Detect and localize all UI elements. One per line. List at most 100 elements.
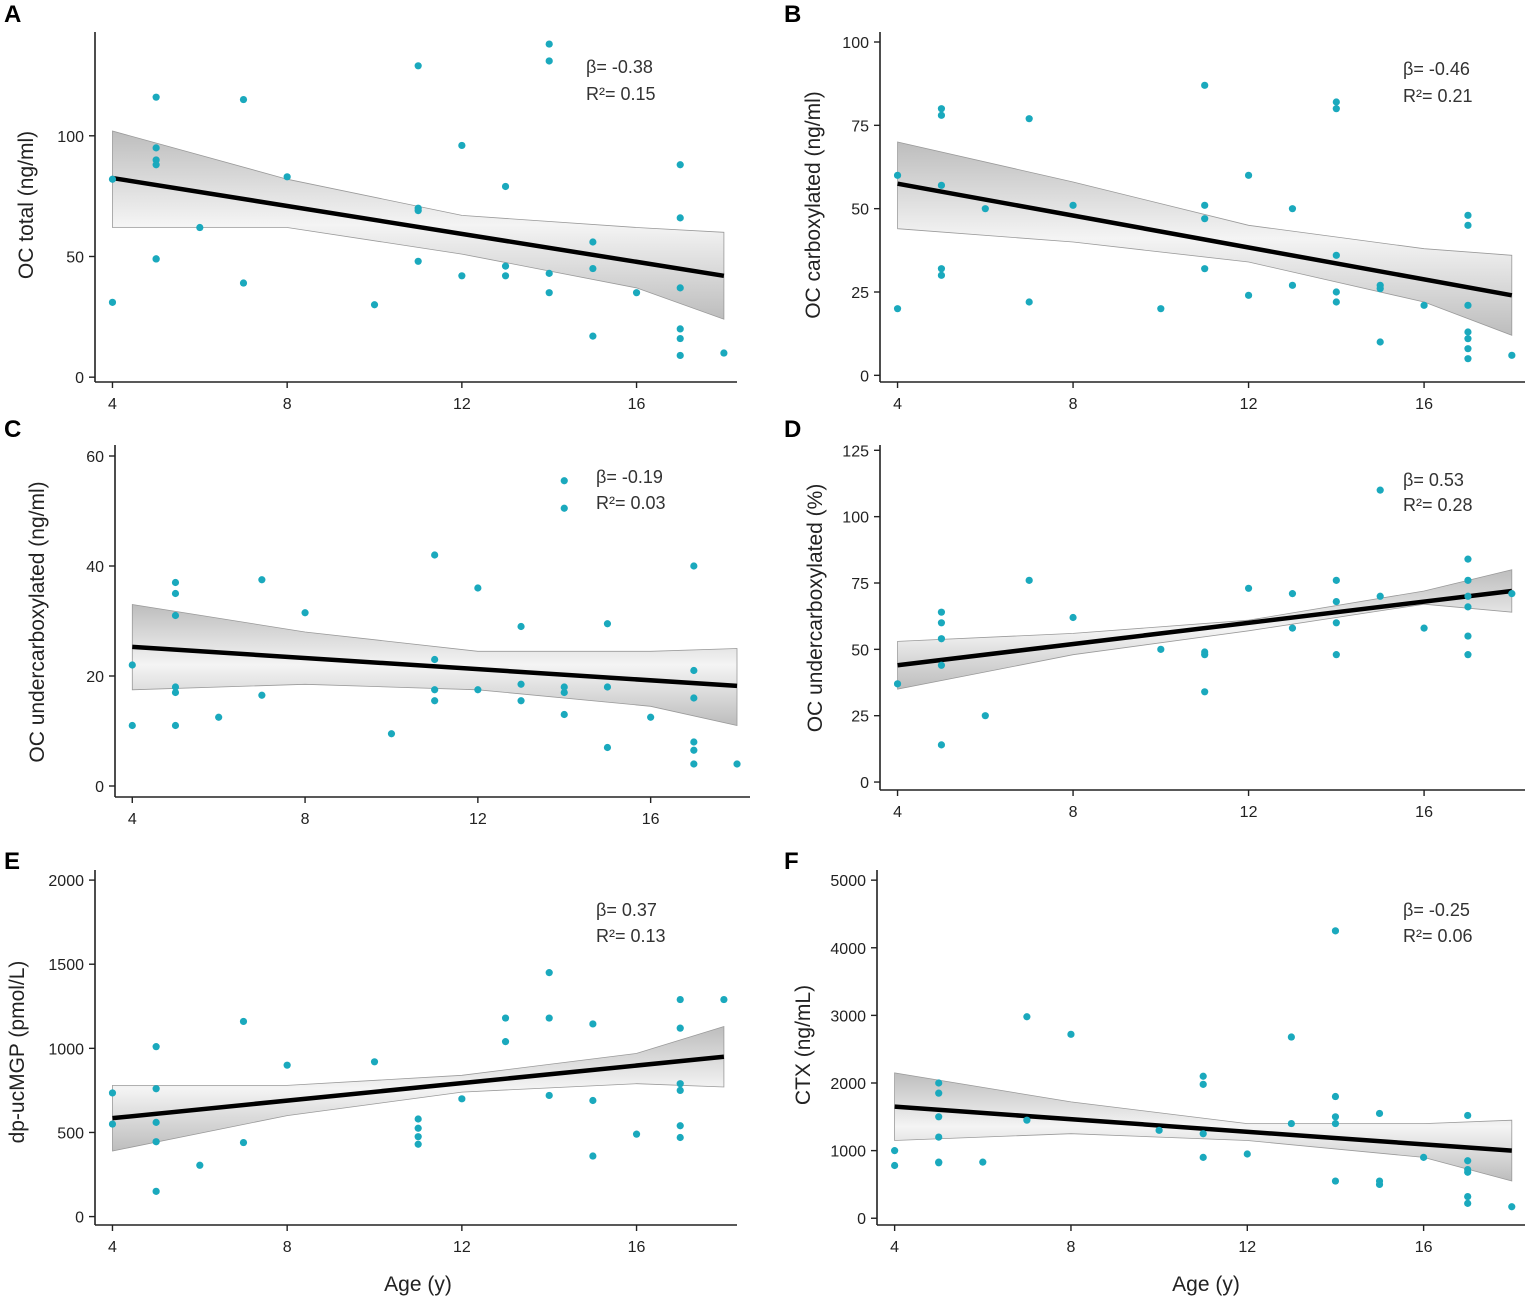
y-tick-label: 2000 [830,1076,866,1093]
data-point [1026,298,1033,305]
data-point [604,744,611,751]
x-tick-label: 4 [893,804,902,821]
data-point [1333,651,1340,658]
y-tick-label: 125 [842,443,869,460]
data-point [240,96,247,103]
data-point [1200,1130,1207,1137]
data-point [1157,305,1164,312]
stat-r2: R²= 0.03 [596,493,666,513]
data-point [517,697,524,704]
data-point [561,505,568,512]
x-tick-label: 4 [108,1239,117,1256]
x-tick-label: 8 [1067,1239,1076,1256]
y-tick-label: 3000 [830,1008,866,1025]
data-point [1464,335,1471,342]
x-tick-label: 4 [890,1239,899,1256]
data-point [546,1092,553,1099]
y-tick-label: 100 [57,129,84,146]
data-point [589,1152,596,1159]
y-tick-label: 75 [851,576,869,593]
y-tick-label: 5000 [830,873,866,890]
data-point [677,1122,684,1129]
x-tick-label: 16 [1415,804,1433,821]
x-tick-label: 12 [1240,396,1258,413]
data-point [415,207,422,214]
data-point [1420,302,1427,309]
panel-e: E dp-ucMGP (pmol/L) Age (y) β= 0.37 R²= … [4,848,737,1296]
stat-r2: R²= 0.28 [1403,495,1473,515]
y-axis-title: OC undercarboxylated (%) [804,484,827,733]
data-point [153,161,160,168]
stat-beta: β= 0.37 [596,900,657,920]
y-tick-label: 4000 [830,941,866,958]
data-point [517,681,524,688]
data-point [938,619,945,626]
data-point [458,1095,465,1102]
data-point [938,609,945,616]
data-point [415,62,422,69]
data-point [1156,1127,1163,1134]
data-point [733,760,740,767]
y-axis-title: OC total (ng/ml) [15,131,38,279]
stat-beta: β= -0.38 [586,57,653,77]
data-point [153,1188,160,1195]
data-point [891,1162,898,1169]
x-tick-label: 4 [108,396,117,413]
x-tick-label: 16 [1415,396,1433,413]
data-point [589,265,596,272]
y-axis-title: OC undercarboxylated (ng/ml) [26,481,49,762]
data-point [415,1133,422,1140]
data-point [172,612,179,619]
data-point [1377,593,1384,600]
data-point [301,609,308,616]
data-point [1332,1120,1339,1127]
data-point [677,1025,684,1032]
y-tick-label: 0 [75,370,84,387]
data-point [1332,1177,1339,1184]
x-axis-title: Age (y) [384,1273,452,1296]
y-tick-label: 500 [57,1125,84,1142]
data-point [677,1134,684,1141]
data-point [258,576,265,583]
y-tick-label: 2000 [48,873,84,890]
data-point [172,722,179,729]
data-point [561,689,568,696]
data-point [938,635,945,642]
data-point [1464,1169,1471,1176]
data-point [938,182,945,189]
data-point [589,238,596,245]
data-point [1464,1112,1471,1119]
data-point [1023,1013,1030,1020]
data-point [1420,625,1427,632]
data-point [502,272,509,279]
data-point [153,1138,160,1145]
data-point [109,1089,116,1096]
data-point [1332,1113,1339,1120]
data-point [589,1020,596,1027]
data-point [196,224,203,231]
x-tick-label: 16 [628,396,646,413]
data-point [690,667,697,674]
y-tick-label: 60 [86,449,104,466]
data-point [1464,1157,1471,1164]
data-point [1377,487,1384,494]
x-tick-label: 8 [301,811,310,828]
data-point [1464,603,1471,610]
data-point [546,1014,553,1021]
data-point [589,333,596,340]
data-point [633,1131,640,1138]
data-point [1200,1154,1207,1161]
panel-letter: D [784,416,801,443]
data-point [677,214,684,221]
data-point [677,1087,684,1094]
x-tick-label: 8 [283,1239,292,1256]
regression-line [898,184,1512,296]
panel-d: D OC undercarboxylated (%) β= 0.53 R²= 0… [784,416,1525,821]
data-point [1069,614,1076,621]
data-point [474,584,481,591]
data-point [109,176,116,183]
data-point [1464,632,1471,639]
data-point [431,551,438,558]
data-point [153,1119,160,1126]
panel-b: B OC carboxylated (ng/ml) β= -0.46 R²= 0… [784,1,1525,413]
